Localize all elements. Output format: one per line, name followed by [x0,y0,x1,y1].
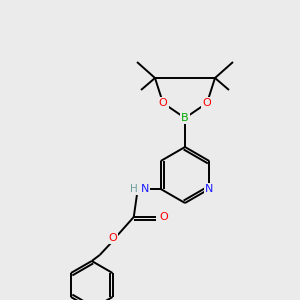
Text: O: O [108,233,117,243]
Text: N: N [141,184,149,194]
Text: B: B [181,113,189,123]
Text: N: N [205,184,213,194]
Text: O: O [202,98,211,108]
Text: O: O [159,212,168,222]
Text: H: H [130,184,138,194]
Text: O: O [159,98,167,108]
